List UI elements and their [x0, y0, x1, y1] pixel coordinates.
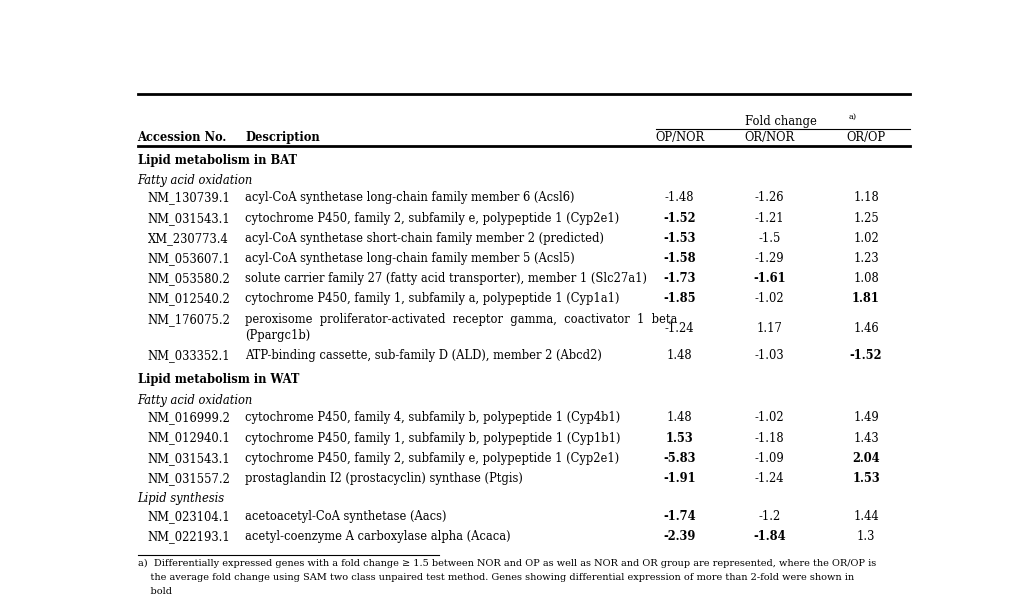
Text: Accession No.: Accession No. — [137, 131, 226, 144]
Text: -1.29: -1.29 — [755, 252, 784, 265]
Text: NM_023104.1: NM_023104.1 — [147, 510, 230, 523]
Text: -1.18: -1.18 — [755, 431, 784, 445]
Text: NM_031557.2: NM_031557.2 — [147, 472, 230, 485]
Text: NM_031543.1: NM_031543.1 — [147, 452, 230, 465]
Text: -1.48: -1.48 — [665, 192, 694, 204]
Text: cytochrome P450, family 4, subfamily b, polypeptide 1 (Cyp4b1): cytochrome P450, family 4, subfamily b, … — [246, 411, 621, 425]
Text: -1.73: -1.73 — [664, 272, 695, 285]
Text: a)  Differentially expressed genes with a fold change ≥ 1.5 between NOR and OP a: a) Differentially expressed genes with a… — [137, 559, 876, 568]
Text: acyl-CoA synthetase long-chain family member 6 (Acsl6): acyl-CoA synthetase long-chain family me… — [246, 192, 574, 204]
Text: Lipid metabolism in WAT: Lipid metabolism in WAT — [137, 373, 299, 386]
Text: NM_176075.2: NM_176075.2 — [147, 313, 230, 326]
Text: cytochrome P450, family 2, subfamily e, polypeptide 1 (Cyp2e1): cytochrome P450, family 2, subfamily e, … — [246, 212, 620, 224]
Text: 1.17: 1.17 — [757, 321, 782, 335]
Text: OR/OP: OR/OP — [847, 131, 886, 144]
Text: NM_012540.2: NM_012540.2 — [147, 292, 230, 306]
Text: 1.53: 1.53 — [666, 431, 693, 445]
Text: 1.48: 1.48 — [667, 350, 692, 362]
Text: Lipid metabolism in BAT: Lipid metabolism in BAT — [137, 154, 297, 167]
Text: Lipid synthesis: Lipid synthesis — [137, 492, 224, 505]
Text: a): a) — [848, 113, 856, 121]
Text: 1.08: 1.08 — [853, 272, 879, 285]
Text: -1.52: -1.52 — [850, 350, 883, 362]
Text: 1.3: 1.3 — [857, 530, 876, 543]
Text: acyl-CoA synthetase long-chain family member 5 (Acsl5): acyl-CoA synthetase long-chain family me… — [246, 252, 575, 265]
Text: -1.02: -1.02 — [755, 292, 784, 306]
Text: 1.48: 1.48 — [667, 411, 692, 425]
Text: 1.02: 1.02 — [853, 232, 879, 245]
Text: acetoacetyl-CoA synthetase (Aacs): acetoacetyl-CoA synthetase (Aacs) — [246, 510, 446, 523]
Text: OR/NOR: OR/NOR — [744, 131, 795, 144]
Text: -1.03: -1.03 — [755, 350, 784, 362]
Text: (Ppargc1b): (Ppargc1b) — [246, 329, 310, 342]
Text: cytochrome P450, family 1, subfamily b, polypeptide 1 (Cyp1b1): cytochrome P450, family 1, subfamily b, … — [246, 431, 621, 445]
Text: -1.21: -1.21 — [755, 212, 784, 224]
Text: Description: Description — [246, 131, 321, 144]
Text: -1.24: -1.24 — [755, 472, 784, 485]
Text: -1.5: -1.5 — [758, 232, 780, 245]
Text: 1.25: 1.25 — [853, 212, 879, 224]
Text: NM_022193.1: NM_022193.1 — [147, 530, 230, 543]
Text: -1.85: -1.85 — [664, 292, 696, 306]
Text: Fatty acid oxidation: Fatty acid oxidation — [137, 393, 253, 407]
Text: cytochrome P450, family 2, subfamily e, polypeptide 1 (Cyp2e1): cytochrome P450, family 2, subfamily e, … — [246, 452, 620, 465]
Text: NM_130739.1: NM_130739.1 — [147, 192, 230, 204]
Text: peroxisome  proliferator-activated  receptor  gamma,  coactivator  1  beta: peroxisome proliferator-activated recept… — [246, 313, 678, 326]
Text: 1.23: 1.23 — [853, 252, 879, 265]
Text: -1.26: -1.26 — [755, 192, 784, 204]
Text: NM_053580.2: NM_053580.2 — [147, 272, 230, 285]
Text: -1.58: -1.58 — [664, 252, 696, 265]
Text: -1.02: -1.02 — [755, 411, 784, 425]
Text: solute carrier family 27 (fatty acid transporter), member 1 (Slc27a1): solute carrier family 27 (fatty acid tra… — [246, 272, 647, 285]
Text: 1.44: 1.44 — [853, 510, 879, 523]
Text: 1.18: 1.18 — [853, 192, 879, 204]
Text: -1.09: -1.09 — [755, 452, 784, 465]
Text: -1.84: -1.84 — [753, 530, 785, 543]
Text: 1.53: 1.53 — [852, 472, 880, 485]
Text: 1.49: 1.49 — [853, 411, 879, 425]
Text: acetyl-coenzyme A carboxylase alpha (Acaca): acetyl-coenzyme A carboxylase alpha (Aca… — [246, 530, 511, 543]
Text: -2.39: -2.39 — [664, 530, 695, 543]
Text: -1.53: -1.53 — [664, 232, 695, 245]
Text: -1.74: -1.74 — [664, 510, 696, 523]
Text: Fold change: Fold change — [744, 115, 817, 129]
Text: -1.61: -1.61 — [753, 272, 785, 285]
Text: -1.24: -1.24 — [665, 321, 694, 335]
Text: -1.2: -1.2 — [758, 510, 780, 523]
Text: NM_053607.1: NM_053607.1 — [147, 252, 230, 265]
Text: OP/NOR: OP/NOR — [655, 131, 705, 144]
Text: Fatty acid oxidation: Fatty acid oxidation — [137, 174, 253, 187]
Text: 1.81: 1.81 — [852, 292, 880, 306]
Text: 2.04: 2.04 — [852, 452, 880, 465]
Text: XM_230773.4: XM_230773.4 — [147, 232, 228, 245]
Text: ATP-binding cassette, sub-family D (ALD), member 2 (Abcd2): ATP-binding cassette, sub-family D (ALD)… — [246, 350, 602, 362]
Text: bold: bold — [137, 587, 172, 596]
Text: NM_033352.1: NM_033352.1 — [147, 350, 230, 362]
Text: NM_031543.1: NM_031543.1 — [147, 212, 230, 224]
Text: NM_016999.2: NM_016999.2 — [147, 411, 230, 425]
Text: 1.46: 1.46 — [853, 321, 879, 335]
Text: cytochrome P450, family 1, subfamily a, polypeptide 1 (Cyp1a1): cytochrome P450, family 1, subfamily a, … — [246, 292, 620, 306]
Text: acyl-CoA synthetase short-chain family member 2 (predicted): acyl-CoA synthetase short-chain family m… — [246, 232, 604, 245]
Text: prostaglandin I2 (prostacyclin) synthase (Ptgis): prostaglandin I2 (prostacyclin) synthase… — [246, 472, 523, 485]
Text: the average fold change using SAM two class unpaired test method. Genes showing : the average fold change using SAM two cl… — [137, 573, 854, 582]
Text: NM_012940.1: NM_012940.1 — [147, 431, 230, 445]
Text: -5.83: -5.83 — [664, 452, 695, 465]
Text: -1.91: -1.91 — [664, 472, 696, 485]
Text: 1.43: 1.43 — [853, 431, 879, 445]
Text: -1.52: -1.52 — [664, 212, 695, 224]
